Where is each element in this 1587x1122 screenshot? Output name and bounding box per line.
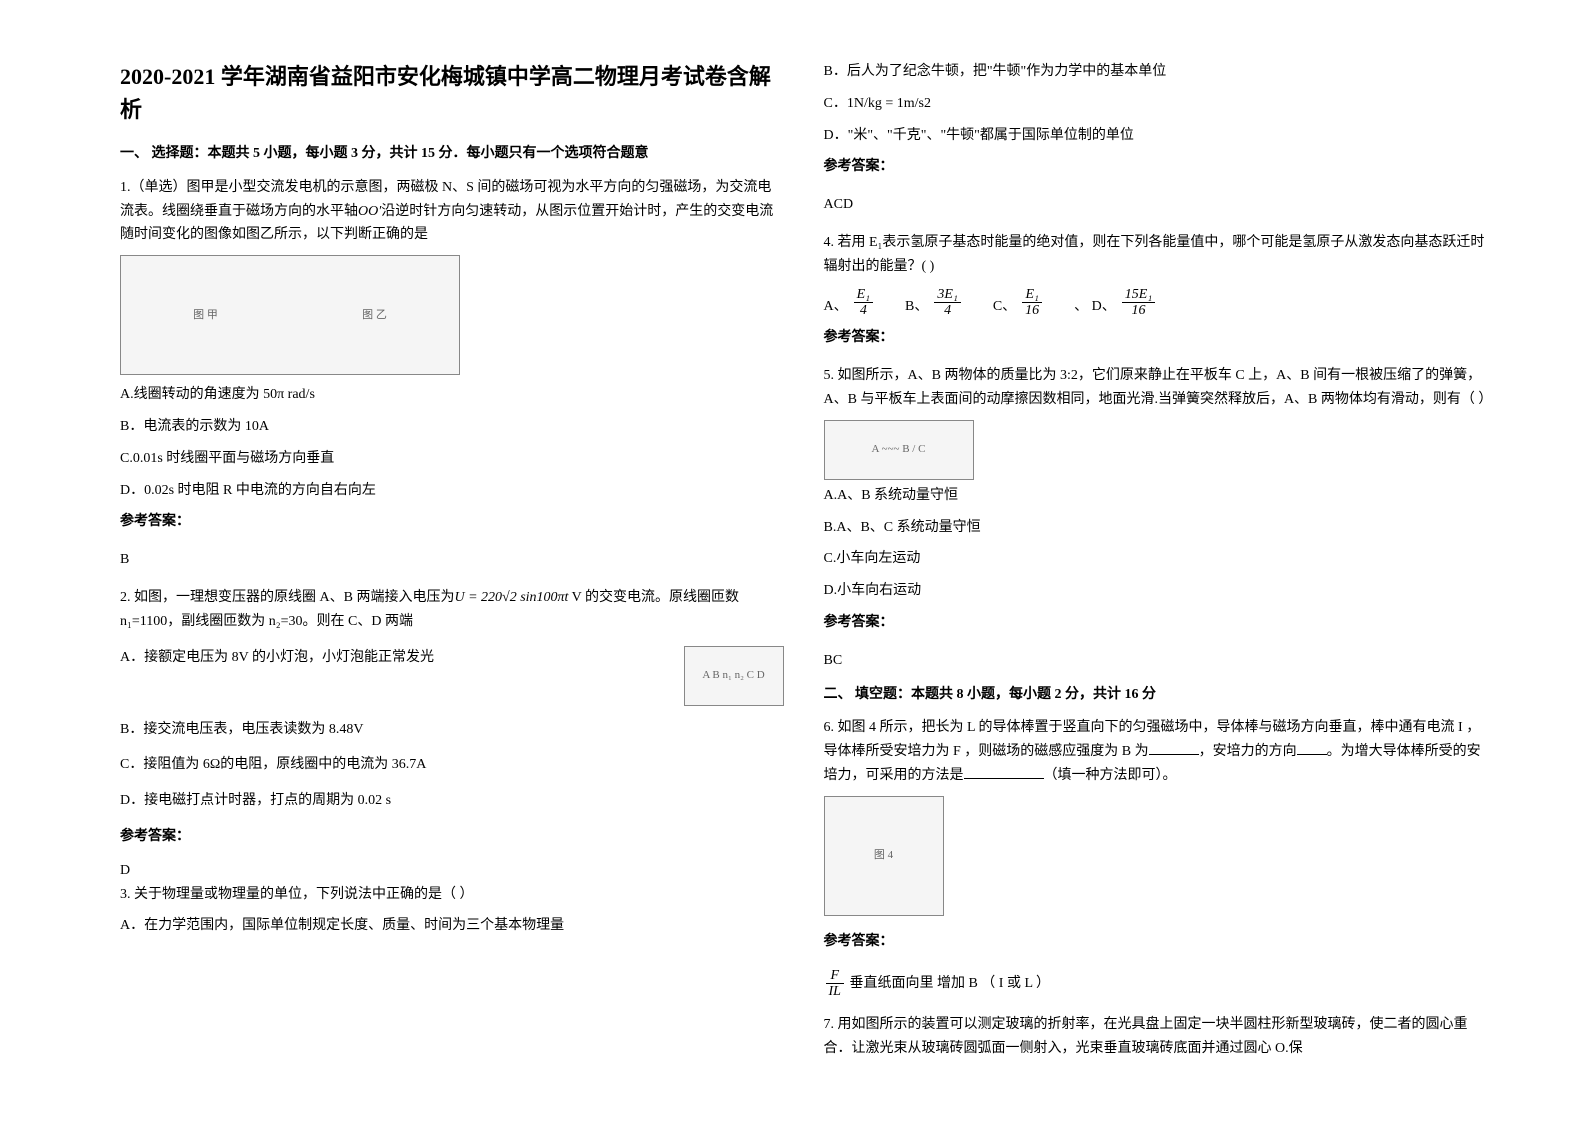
q3-opt-b: B．后人为了纪念牛顿，把"牛顿"作为力学中的基本单位 (824, 60, 1488, 84)
q5-figure: A ~~~ B / C (824, 420, 974, 480)
q3-stem: 3. 关于物理量或物理量的单位，下列说法中正确的是（ ） (120, 883, 784, 907)
q6-stem-2: ，安培力的方向 (1199, 744, 1297, 759)
q4-stem: 4. 若用 E₁表示氢原子基态时能量的绝对值，则在下列各能量值中，哪个可能是氢原… (824, 231, 1488, 279)
q2-figure: A B n₁ n₂ C D (684, 646, 784, 706)
q2-formula: U = 220√2 sin100πt (454, 590, 568, 605)
q4-a-label: A、 (824, 295, 848, 319)
q4-answer-label: 参考答案： (824, 326, 1488, 350)
q2-answer: D (120, 859, 784, 883)
q1-figure: 图 甲 图 乙 (120, 255, 460, 375)
q1-answer-label: 参考答案： (120, 510, 784, 534)
q6-answer: FIL 垂直纸面向里 增加 B （ I 或 L ） (824, 968, 1488, 1000)
q5-opt-c: C.小车向左运动 (824, 547, 1488, 571)
q1-fig-left-label: 图 甲 (193, 306, 218, 325)
q6-ans-num: F (826, 968, 844, 984)
q3-answer-label: 参考答案： (824, 155, 1488, 179)
q1-opt-d: D．0.02s 时电阻 R 中电流的方向自右向左 (120, 479, 784, 503)
q2: 2. 如图，一理想变压器的原线圈 A、B 两端接入电压为U = 220√2 si… (120, 586, 784, 634)
section-2-heading: 二、 填空题：本题共 8 小题，每小题 2 分，共计 16 分 (824, 683, 1488, 707)
q1-answer: B (120, 548, 784, 572)
q2-stem-1: 2. 如图，一理想变压器的原线圈 A、B 两端接入电压为 (120, 590, 454, 605)
q6-ans-den: IL (826, 984, 844, 999)
q3-answer: ACD (824, 193, 1488, 217)
q1-fig-right-label: 图 乙 (362, 306, 387, 325)
q1-opt-c: C.0.01s 时线圈平面与磁场方向垂直 (120, 447, 784, 471)
q4-c-den: 16 (1022, 303, 1042, 318)
q7-stem: 7. 用如图所示的装置可以测定玻璃的折射率，在光具盘上固定一块半圆柱形新型玻璃砖… (824, 1013, 1488, 1061)
exam-title: 2020-2021 学年湖南省益阳市安化梅城镇中学高二物理月考试卷含解析 (120, 60, 784, 126)
q4-options: A、 E₁4 B、 3E₁4 C、 E₁16 、 D、 15E₁16 (824, 287, 1488, 319)
q6-blank-1 (1149, 741, 1199, 755)
q5-opt-d: D.小车向右运动 (824, 579, 1488, 603)
q4-a-num: E₁ (854, 287, 873, 303)
q1-opt-b: B．电流表的示数为 10A (120, 415, 784, 439)
q6-answer-label: 参考答案： (824, 930, 1488, 954)
q2-opt-c: C．接阻值为 6Ω的电阻，原线圈中的电流为 36.7A (120, 753, 784, 777)
q1: 1.（单选）图甲是小型交流发电机的示意图，两磁极 N、S 间的磁场可视为水平方向… (120, 176, 784, 247)
q4-d-label: 、 D、 (1074, 295, 1116, 319)
q4-b-label: B、 (905, 295, 928, 319)
q4-c-label: C、 (993, 295, 1016, 319)
q6: 6. 如图 4 所示，把长为 L 的导体棒置于竖直向下的匀强磁场中，导体棒与磁场… (824, 716, 1488, 787)
q6-stem-4: （填一种方法即可）。 (1044, 768, 1177, 783)
q1-opt-a: A.线圈转动的角速度为 50π rad/s (120, 383, 784, 407)
q6-ans-rest: 垂直纸面向里 增加 B （ I 或 L ） (849, 976, 1050, 991)
q5-stem: 5. 如图所示，A、B 两物体的质量比为 3:2，它们原来静止在平板车 C 上，… (824, 364, 1488, 412)
q4-d-den: 16 (1122, 303, 1155, 318)
q2-answer-label: 参考答案： (120, 825, 784, 849)
q4-d-num: 15E₁ (1122, 287, 1155, 303)
q6-blank-2 (1297, 741, 1327, 755)
q3-opt-a: A．在力学范围内，国际单位制规定长度、质量、时间为三个基本物理量 (120, 914, 784, 938)
q4-b-num: 3E₁ (934, 287, 960, 303)
q5-answer-label: 参考答案： (824, 611, 1488, 635)
q2-opt-b: B．接交流电压表，电压表读数为 8.48V (120, 718, 784, 742)
q5-opt-a: A.A、B 系统动量守恒 (824, 484, 1488, 508)
q4-c-num: E₁ (1022, 287, 1042, 303)
q3-opt-d: D．"米"、"千克"、"牛顿"都属于国际单位制的单位 (824, 124, 1488, 148)
q4-a-den: 4 (854, 303, 873, 318)
q6-blank-3 (964, 765, 1044, 779)
q2-opt-d: D．接电磁打点计时器，打点的周期为 0.02 s (120, 789, 784, 813)
q6-figure: 图 4 (824, 796, 944, 916)
q5-answer: BC (824, 649, 1488, 673)
q4-b-den: 4 (934, 303, 960, 318)
q1-oo: OO′ (358, 204, 381, 219)
section-1-heading: 一、 选择题：本题共 5 小题，每小题 3 分，共计 15 分．每小题只有一个选… (120, 142, 784, 166)
q3-opt-c: C．1N/kg = 1m/s2 (824, 92, 1488, 116)
q5-opt-b: B.A、B、C 系统动量守恒 (824, 516, 1488, 540)
